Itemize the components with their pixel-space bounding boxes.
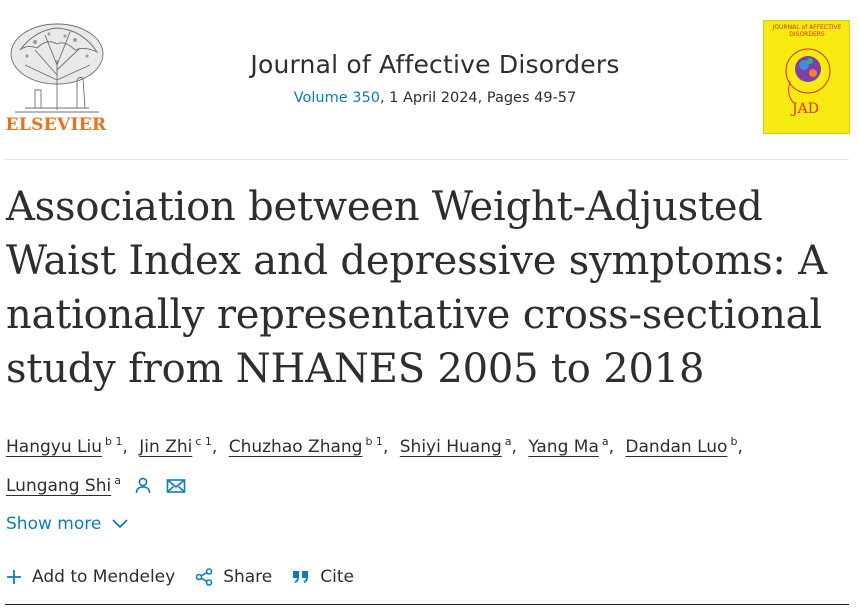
- author-item: Hangyu Liu b 1,: [6, 435, 128, 457]
- author-item: Lungang Shi a: [6, 474, 121, 496]
- journal-header: ELSEVIER Journal of Affective Disorders …: [0, 0, 859, 160]
- cite-button[interactable]: Cite: [292, 567, 354, 587]
- affiliation-marker[interactable]: a: [601, 435, 609, 448]
- author-list: Hangyu Liu b 1, Jin Zhi c 1, Chuzhao Zhang…: [6, 425, 846, 506]
- issue-line: Volume 350, 1 April 2024, Pages 49-57: [200, 90, 670, 106]
- author-item: Jin Zhi c 1,: [139, 435, 218, 457]
- quote-icon: [293, 571, 309, 583]
- article-title: Association between Weight-Adjusted Wais…: [6, 184, 827, 392]
- cover-abbrev: JAD: [792, 101, 819, 117]
- author-name-link[interactable]: Hangyu Liu: [6, 437, 102, 457]
- bottom-divider: [5, 604, 849, 605]
- share-label: Share: [223, 567, 273, 587]
- author-item: Yang Ma a,: [528, 435, 615, 457]
- cite-label: Cite: [320, 567, 354, 587]
- issue-details: , 1 April 2024, Pages 49-57: [379, 90, 577, 106]
- journal-cover-image[interactable]: JOURNAL of AFFECTIVE DISORDERS JAD: [763, 20, 850, 134]
- share-icon: [195, 568, 213, 586]
- affiliation-marker[interactable]: b 1: [365, 435, 383, 448]
- author-name-link[interactable]: Dandan Luo: [625, 437, 728, 457]
- journal-title-link[interactable]: Journal of Affective Disorders: [250, 50, 620, 79]
- header-divider: [5, 159, 849, 160]
- author-item: Dandan Luo b,: [625, 435, 743, 457]
- elsevier-tree-logo-icon[interactable]: [5, 20, 109, 136]
- article-actions: Add to Mendeley Share Cite: [6, 567, 374, 587]
- author-name-link[interactable]: Lungang Shi: [6, 476, 112, 496]
- author-name-link[interactable]: Yang Ma: [528, 437, 599, 457]
- cover-brain-illustration: [785, 48, 831, 104]
- chevron-down-icon: [112, 519, 128, 529]
- email-icon[interactable]: [166, 472, 186, 506]
- affiliation-marker[interactable]: b: [730, 435, 738, 448]
- add-to-mendeley-label: Add to Mendeley: [32, 567, 176, 587]
- author-name-link[interactable]: Chuzhao Zhang: [228, 437, 363, 457]
- affiliation-marker[interactable]: c 1: [195, 435, 212, 448]
- author-item: Shiyi Huang a,: [399, 435, 517, 457]
- author-name-link[interactable]: Shiyi Huang: [399, 437, 502, 457]
- show-more-button[interactable]: Show more: [6, 514, 129, 534]
- share-button[interactable]: Share: [195, 567, 272, 587]
- affiliation-marker[interactable]: b 1: [104, 435, 123, 448]
- add-to-mendeley-button[interactable]: Add to Mendeley: [6, 567, 175, 587]
- affiliation-marker[interactable]: a: [504, 435, 512, 448]
- cover-title: JOURNAL of AFFECTIVE DISORDERS: [772, 24, 842, 38]
- person-icon[interactable]: [134, 472, 152, 506]
- journal-info: Journal of Affective Disorders Volume 35…: [200, 50, 670, 106]
- publisher-name: ELSEVIER: [5, 115, 107, 135]
- show-more-label: Show more: [6, 514, 102, 534]
- author-name-link[interactable]: Jin Zhi: [139, 437, 193, 457]
- plus-icon: [7, 570, 21, 584]
- volume-link[interactable]: Volume 350: [293, 90, 380, 106]
- affiliation-marker[interactable]: a: [114, 474, 121, 487]
- author-item: Chuzhao Zhang b 1,: [228, 435, 389, 457]
